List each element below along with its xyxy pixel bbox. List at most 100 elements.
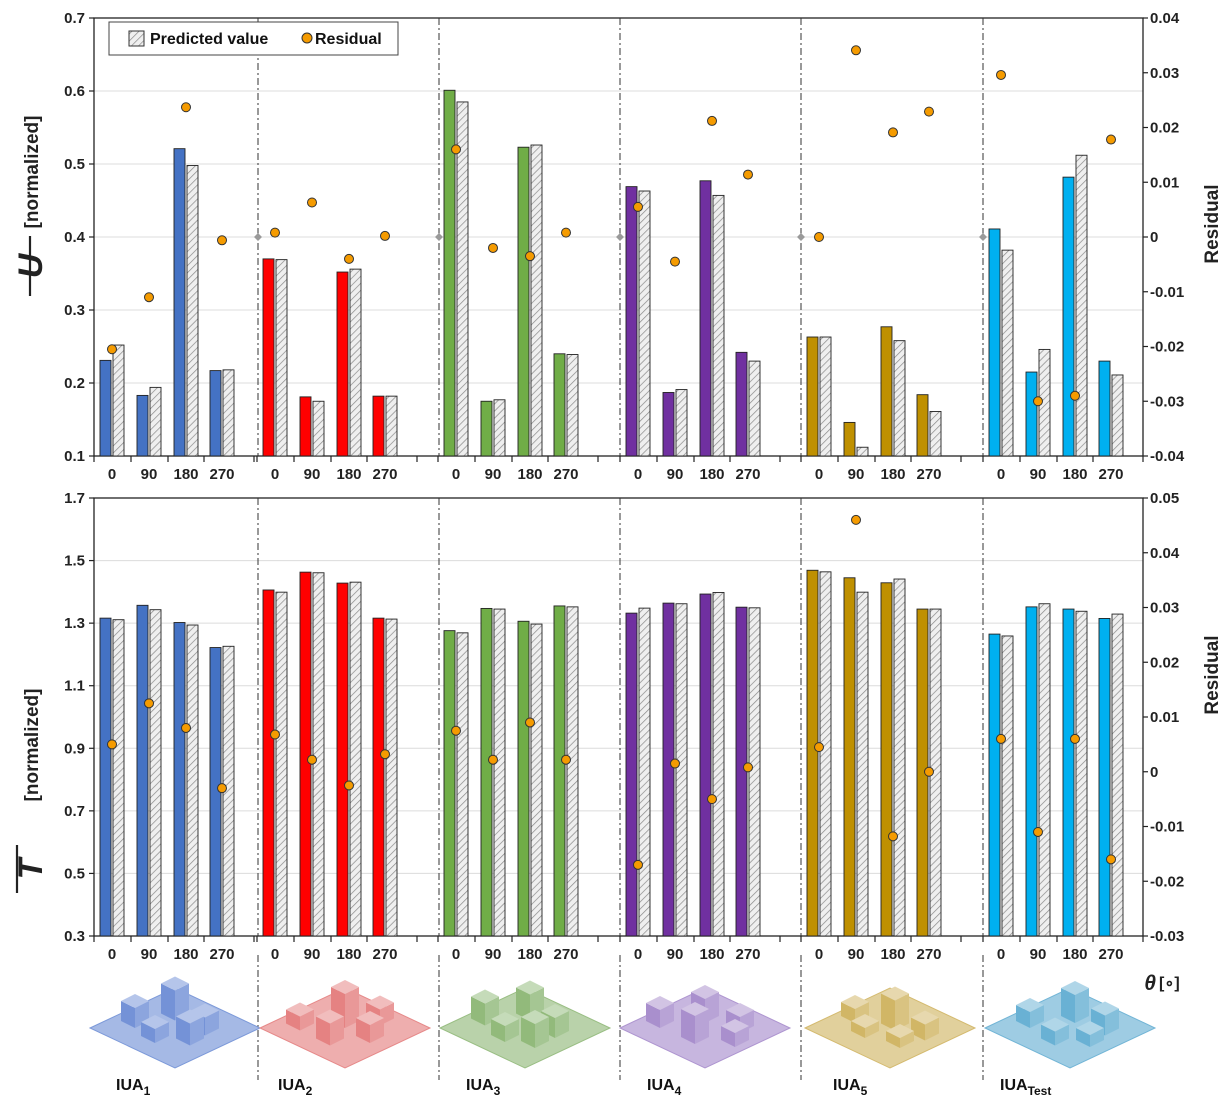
top-xtick-label: 0 [271, 466, 279, 483]
top-residual-point [743, 169, 753, 180]
bottom-residual-point [307, 754, 317, 765]
top-residual-point [144, 292, 154, 303]
city-thumbnail [983, 981, 1157, 1069]
city-block-top [911, 1010, 939, 1025]
top-actual-bar [625, 186, 638, 457]
top-predicted-bar [312, 400, 325, 457]
bottom-residual-point [1033, 826, 1043, 837]
top-xtick-label: 90 [1030, 466, 1047, 483]
top-y2tick-label: -0.02 [1150, 339, 1184, 356]
top-y2tick-label: 0 [1150, 229, 1158, 246]
bottom-ylabel-unit: [normalized] [22, 689, 43, 802]
city-block-top [886, 1024, 914, 1038]
bottom-actual-bar [299, 571, 312, 937]
bottom-predicted-bar [186, 624, 199, 937]
top-predicted-bar [275, 259, 288, 457]
top-residual-point [270, 227, 280, 238]
group-label-subscript: Test [1028, 1084, 1052, 1098]
city-block-right [1105, 1008, 1119, 1036]
bottom-predicted-bar [566, 606, 579, 937]
city-block-top [471, 989, 499, 1004]
bottom-xtick-label: 270 [553, 946, 578, 963]
city-block-left [176, 1016, 190, 1046]
top-predicted-bar [748, 360, 761, 457]
top-xtick-label: 0 [997, 466, 1005, 483]
group-label-name: IUA [1000, 1077, 1028, 1094]
city-block-left [851, 1021, 865, 1038]
bottom-ytick-label: 0.3 [64, 928, 85, 945]
bottom-actual-bar [625, 612, 638, 937]
top-actual-bar [806, 336, 819, 457]
top-actual-bar [336, 271, 349, 457]
top-xtick-label: 180 [880, 466, 905, 483]
top-predicted-bar [456, 101, 469, 457]
top-residual-point [488, 242, 498, 253]
bottom-y2label: Residual [1202, 635, 1223, 714]
bottom-ytick-label: 1.5 [64, 553, 85, 570]
top-predicted-bar [112, 344, 125, 457]
bottom-actual-bar [517, 620, 530, 937]
bottom-xtick-label: 180 [699, 946, 724, 963]
city-block-right [370, 1018, 384, 1043]
bottom-residual-point [217, 783, 227, 794]
bottom-predicted-bar [1111, 613, 1124, 937]
top-ytick-label: 0.5 [64, 156, 85, 173]
bottom-actual-bar [372, 617, 385, 937]
bottom-predicted-bar [312, 572, 325, 937]
bottom-xtick-label: 0 [271, 946, 279, 963]
city-block-top [851, 1014, 879, 1028]
group-labels: IUA1 IUA2 IUA3 IUA4 IUA5 IUATest [116, 1077, 1051, 1098]
bottom-plot-frame [93, 497, 1144, 937]
bottom-y2tick-label: 0.02 [1150, 654, 1179, 671]
bottom-actual-bar [1062, 608, 1075, 937]
bottom-actual-bar [553, 605, 566, 937]
bottom-residual-point [451, 725, 461, 736]
top-actual-bar [880, 326, 893, 457]
top-ytick-label: 0.2 [64, 375, 85, 392]
top-separator-marker [979, 233, 987, 241]
top-y2tick-label: 0.04 [1150, 10, 1180, 27]
bottom-xtick-label: 90 [141, 946, 158, 963]
top-y2label: Residual [1202, 184, 1223, 263]
city-block-right [505, 1019, 519, 1042]
xlabel-unit: [∘] [1159, 975, 1180, 992]
group-label: IUATest [1000, 1077, 1051, 1098]
bottom-residual-point [270, 729, 280, 740]
legend-box [108, 21, 399, 56]
city-block-right [205, 1010, 219, 1036]
bottom-residual-point [144, 698, 154, 709]
bottom-xtick-label: 0 [997, 946, 1005, 963]
bottom-ylabel-symbol: T [12, 855, 50, 879]
bottom-y-axis-title: T [normalized] [12, 689, 50, 893]
top-chart-panel: 0.1 0.2 0.3 0.4 0.5 0.6 0.7 -0.04 -0.03 -0.02 -0.0… [64, 10, 1185, 483]
city-block-right [1030, 1005, 1044, 1028]
bottom-predicted-bar [1075, 610, 1088, 937]
top-predicted-bar [819, 336, 832, 457]
top-xtick-label: 0 [815, 466, 823, 483]
group-label: IUA5 [833, 1077, 868, 1098]
bottom-residual-point [344, 780, 354, 791]
top-actual-bar [699, 180, 712, 457]
top-separator-marker [616, 233, 624, 241]
top-xtick-label: 180 [336, 466, 361, 483]
bottom-y2tick-label: 0.03 [1150, 600, 1179, 617]
group-label: IUA3 [466, 1077, 501, 1098]
top-separator-marker [435, 233, 443, 241]
bottom-predicted-bar [712, 592, 725, 937]
top-xtick-label: 270 [735, 466, 760, 483]
city-block-left [646, 1003, 660, 1028]
top-xtick-label: 0 [108, 466, 116, 483]
top-ytick-label: 0.3 [64, 302, 85, 319]
city-block-top [286, 1002, 314, 1017]
top-y2tick-label: 0.02 [1150, 120, 1179, 137]
city-block-top [516, 980, 544, 995]
city-block-top [691, 985, 719, 999]
bottom-chart-panel: 0.3 0.5 0.7 0.9 1.1 1.3 1.5 1.7 -0.03 -0.02 -0.01 0… [64, 490, 1184, 963]
x-axis-title: θ [∘] [1144, 972, 1179, 995]
bottom-predicted-bar [856, 591, 869, 937]
top-residual-point [670, 256, 680, 267]
top-residual-point [181, 102, 191, 113]
bottom-ytick-label: 0.9 [64, 740, 85, 757]
top-xtick-label: 90 [667, 466, 684, 483]
